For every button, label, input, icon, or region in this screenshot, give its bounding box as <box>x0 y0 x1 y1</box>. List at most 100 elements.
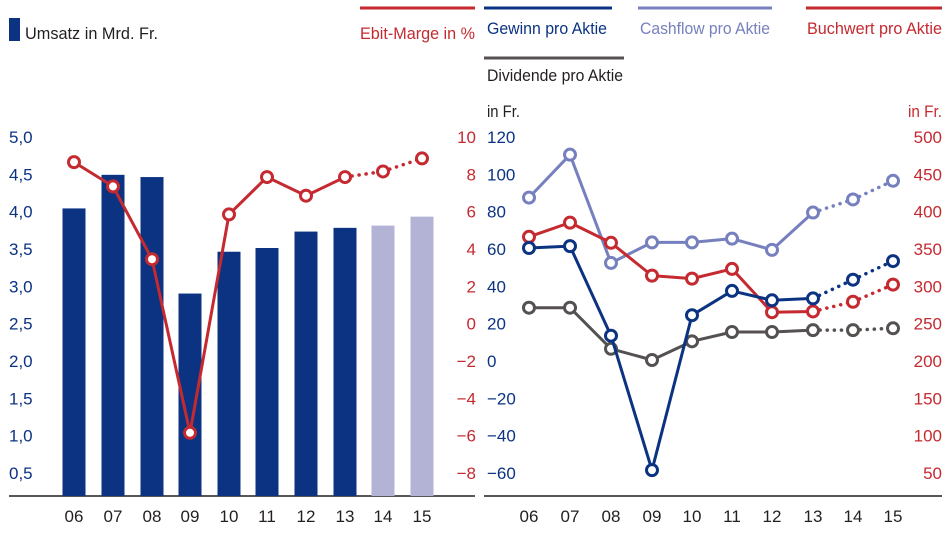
ebit-marge-point <box>183 425 197 440</box>
gewinn-segment <box>609 335 654 471</box>
cashflow-point <box>563 147 577 162</box>
cashflow-segment <box>811 197 855 215</box>
x-axis-year-label: 08 <box>602 507 621 526</box>
right-y-tick-label: −6 <box>457 427 476 446</box>
cashflow-point <box>765 242 779 257</box>
gewinn-segment <box>568 245 613 337</box>
buchwert-point <box>522 229 536 244</box>
left-y-tick-label: 40 <box>487 277 506 296</box>
right-y-tick-label: 450 <box>914 165 942 184</box>
buchwert-segment <box>610 241 653 277</box>
left-y-tick-label: −40 <box>487 427 516 446</box>
gewinn-point <box>886 254 900 269</box>
x-axis-year-label: 06 <box>65 507 84 526</box>
right-y-tick-label: −8 <box>457 464 476 483</box>
gewinn-point <box>765 293 779 308</box>
right-y-tick-label: 0 <box>467 315 476 334</box>
cashflow-point <box>685 235 699 250</box>
cashflow-point <box>522 190 536 205</box>
left-y-tick-label: 4,5 <box>9 165 33 184</box>
right-y-tick-label: 300 <box>914 277 942 296</box>
right-chart-left-axis-title: in Fr. <box>487 102 520 121</box>
right-chart-y-axis-left: 120 100 80 60 40 20 0 −20 −40 −60 <box>487 128 516 483</box>
ebit-marge-segment <box>73 160 114 188</box>
right-y-tick-label: 4 <box>467 240 476 259</box>
buchwert-point <box>685 271 699 286</box>
left-y-tick-label: 120 <box>487 128 515 147</box>
gewinn-point <box>604 328 618 343</box>
right-y-tick-label: 10 <box>457 128 476 147</box>
umsatz-bar <box>294 231 318 496</box>
umsatz-bar <box>410 216 434 496</box>
dividende-segment <box>568 306 613 350</box>
gewinn-point <box>806 291 820 306</box>
ebit-marge-segment <box>150 258 192 434</box>
x-axis-year-label: 12 <box>297 507 316 526</box>
left-y-tick-label: 2,5 <box>9 315 33 334</box>
x-axis-year-label: 12 <box>763 507 782 526</box>
per-share-lines <box>522 147 900 478</box>
ebit-marge-point <box>67 155 81 170</box>
gewinn-point <box>563 239 577 254</box>
buchwert-point <box>604 235 618 250</box>
cashflow-segment <box>610 241 653 265</box>
x-axis-year-label: 15 <box>884 507 903 526</box>
ebit-marge-point <box>415 151 429 166</box>
dividende-point <box>685 334 699 349</box>
x-axis-year-label: 09 <box>181 507 200 526</box>
ebit-marge-line <box>67 151 429 440</box>
umsatz-bar <box>62 208 86 496</box>
right-y-tick-label: 50 <box>923 464 942 483</box>
gewinn-segment <box>811 277 855 301</box>
ebit-marge-point <box>106 179 120 194</box>
ebit-marge-segment <box>305 175 346 198</box>
buchwert-point <box>886 277 900 292</box>
ebit-marge-point <box>376 164 390 179</box>
ebit-legend-label: Ebit-Marge in % <box>360 24 475 43</box>
buchwert-legend-label: Buchwert pro Aktie <box>807 19 942 38</box>
cashflow-segment <box>527 153 572 199</box>
cashflow-segment <box>770 211 815 251</box>
umsatz-bar <box>255 248 279 496</box>
right-y-tick-label: 250 <box>914 315 942 334</box>
gewinn-point <box>645 463 659 478</box>
right-y-tick-label: 400 <box>914 203 942 222</box>
ebit-marge-point <box>260 170 274 185</box>
umsatz-legend-swatch <box>9 18 20 41</box>
dividende-point <box>522 300 536 315</box>
dividende-point <box>846 323 860 338</box>
gewinn-point <box>522 241 536 255</box>
cashflow-point <box>645 235 659 250</box>
x-axis-year-label: 10 <box>683 507 702 526</box>
cashflow-point <box>604 255 618 270</box>
buchwert-point <box>645 268 659 283</box>
x-axis-year-label: 09 <box>643 507 662 526</box>
left-y-tick-label: 2,0 <box>9 352 33 371</box>
right-chart-legend: Gewinn pro Aktie Cashflow pro Aktie Buch… <box>484 6 942 85</box>
x-axis-year-label: 08 <box>143 507 162 526</box>
buchwert-segment <box>730 267 774 314</box>
cashflow-point <box>806 205 820 220</box>
x-axis-year-label: 15 <box>413 507 432 526</box>
x-axis-year-label: 13 <box>804 507 823 526</box>
ebit-marge-segment <box>188 214 231 434</box>
right-y-tick-label: 350 <box>914 240 942 259</box>
left-y-tick-label: 0 <box>487 352 496 371</box>
dividende-legend-label: Dividende pro Aktie <box>487 66 623 85</box>
dividende-point <box>563 300 577 315</box>
left-chart-y-axis-right: 10 8 6 4 2 0 −2 −4 −6 −8 <box>457 128 476 483</box>
dividende-point <box>806 323 820 338</box>
left-y-tick-label: 0,5 <box>9 464 33 483</box>
left-y-tick-label: 100 <box>487 165 515 184</box>
right-y-tick-label: −2 <box>457 352 476 371</box>
buchwert-point <box>563 215 577 230</box>
right-y-tick-label: 100 <box>914 427 942 446</box>
umsatz-bar <box>140 177 164 497</box>
x-axis-year-label: 07 <box>104 507 123 526</box>
left-y-tick-label: 80 <box>487 203 506 222</box>
right-chart-x-axis-labels: 06 07 08 09 10 11 12 13 14 15 <box>520 507 903 526</box>
right-y-tick-label: 2 <box>467 277 476 296</box>
ebit-marge-segment <box>227 175 269 216</box>
left-y-tick-label: 5,0 <box>9 128 33 147</box>
